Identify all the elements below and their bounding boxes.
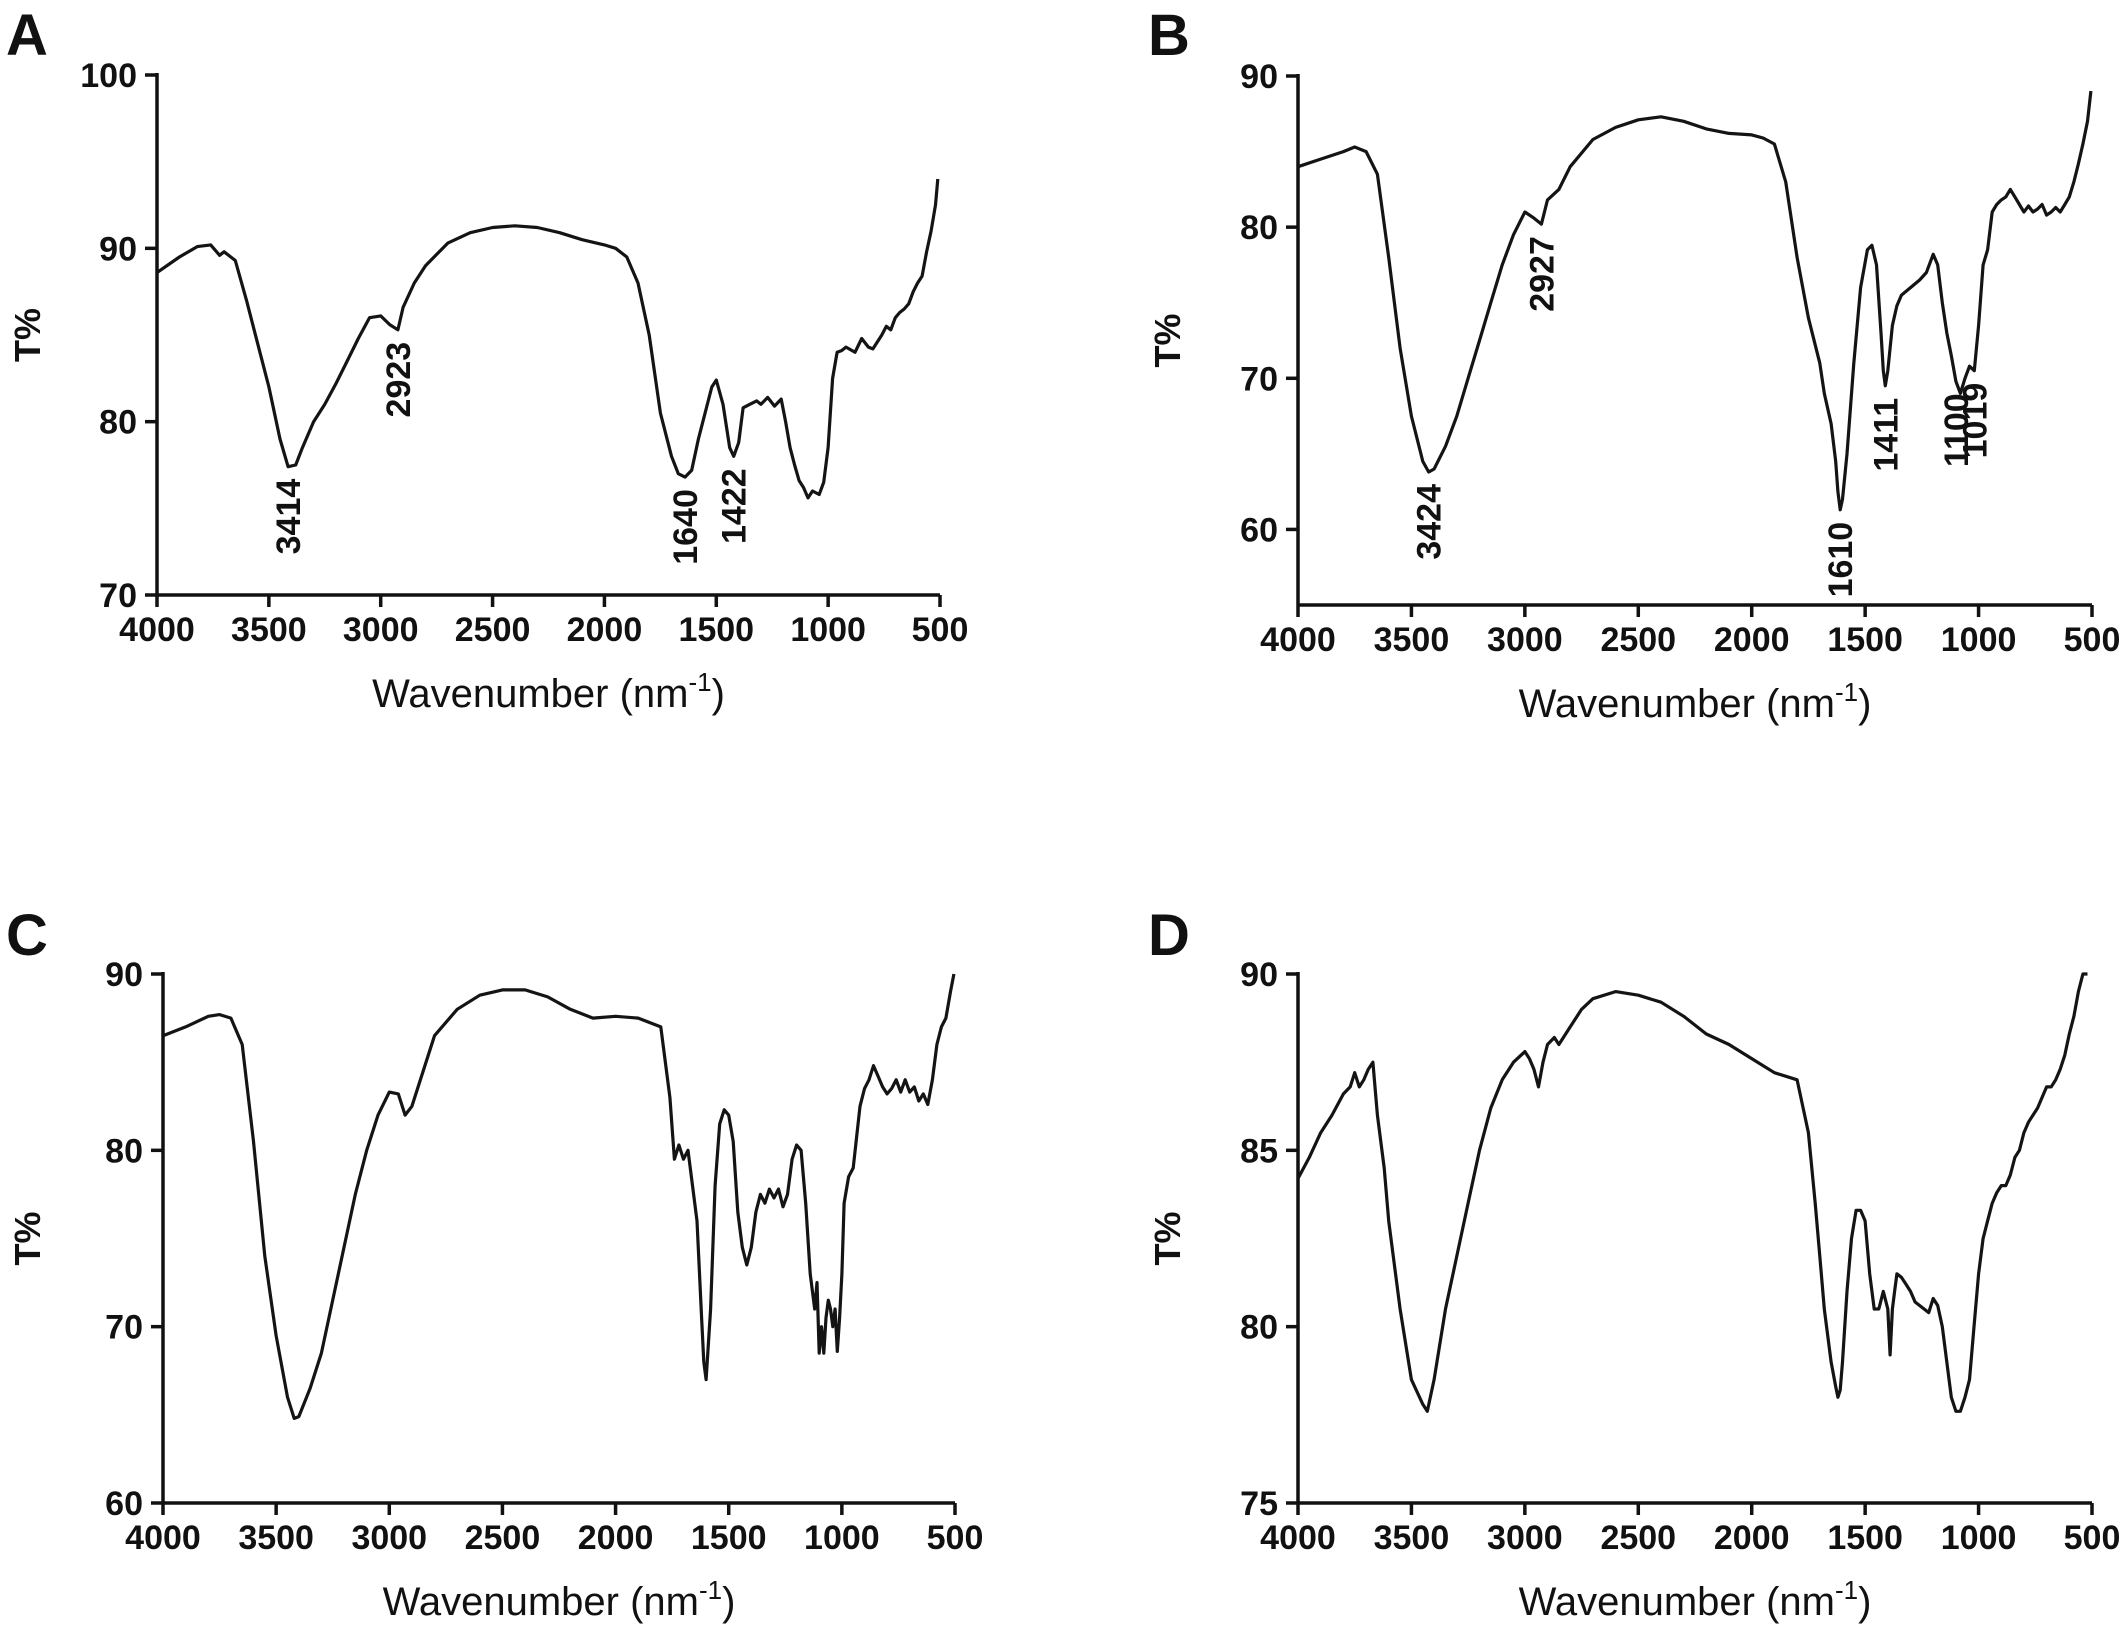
x-tick-label: 1500 <box>678 611 754 649</box>
x-axis-title: Wavenumber (nm-1) <box>372 667 725 716</box>
y-tick-label: 60 <box>105 1485 143 1523</box>
x-tick-label: 500 <box>927 1519 984 1557</box>
spectrum-line <box>156 178 940 500</box>
spectrum-line <box>1296 972 2088 1413</box>
x-axis-title-main: Wavenumber (nm <box>1519 682 1835 726</box>
x-axis-title: Wavenumber (nm-1) <box>1519 677 1872 726</box>
panel-letter: D <box>1148 903 1190 968</box>
x-tick-label: 2500 <box>1600 621 1676 659</box>
panel-b: B 4000 3500 3000 2500 2000 1500 1000 500 60 70 80 90… <box>1147 3 2120 726</box>
x-tick-label: 500 <box>2064 621 2121 659</box>
x-axis-title-close: ) <box>1858 682 1871 726</box>
x-axis-title: Wavenumber (nm-1) <box>1519 1575 1872 1624</box>
y-axis-title: T% <box>1147 1212 1188 1266</box>
x-tick-label: 3000 <box>1487 1519 1563 1557</box>
x-axis-title-superscript: -1 <box>1835 1575 1858 1605</box>
y-tick-label: 90 <box>1240 58 1278 96</box>
x-tick-label: 3500 <box>231 611 307 649</box>
spectrum-line <box>162 973 956 1420</box>
x-tick-label: 2500 <box>455 611 531 649</box>
x-tick-label: 500 <box>2064 1519 2121 1557</box>
x-tick-label: 4000 <box>1260 621 1336 659</box>
x-tick-label: 3000 <box>351 1519 427 1557</box>
x-tick-label: 1000 <box>1941 1519 2017 1557</box>
peak-label: 3424 <box>1411 484 1449 560</box>
peak-label: 1422 <box>716 468 754 544</box>
x-tick-label: 2500 <box>465 1519 541 1557</box>
x-tick-label: 1500 <box>1827 621 1903 659</box>
y-tick-label: 80 <box>105 1132 143 1170</box>
peak-label: 2927 <box>1523 236 1561 312</box>
x-axis-title-close: ) <box>722 1580 735 1624</box>
panel-letter: B <box>1148 3 1190 68</box>
peak-label: 1411 <box>1867 398 1905 472</box>
panel-d: D 4000 3500 3000 2500 2000 1500 1000 500 75 80 85 90… <box>1147 903 2120 1624</box>
y-tick-label: 70 <box>99 577 137 615</box>
x-axis-title-close: ) <box>1858 1580 1871 1624</box>
x-tick-label: 4000 <box>125 1519 201 1557</box>
x-tick-label: 2000 <box>567 611 643 649</box>
x-tick-label: 1000 <box>1941 621 2017 659</box>
x-axis-title-superscript: -1 <box>1835 677 1858 707</box>
y-tick-label: 80 <box>1240 1309 1278 1347</box>
x-tick-label: 3000 <box>1487 621 1563 659</box>
x-tick-label: 3500 <box>1374 621 1450 659</box>
x-axis-title-superscript: -1 <box>688 667 711 697</box>
x-tick-label: 2500 <box>1600 1519 1676 1557</box>
y-tick-label: 60 <box>1240 511 1278 549</box>
panel-c: C 4000 3500 3000 2500 2000 1500 1000 500 60 70 80 90… <box>6 903 983 1624</box>
peak-label: 2923 <box>380 342 418 418</box>
y-tick-label: 75 <box>1240 1485 1278 1523</box>
x-tick-label: 1500 <box>1827 1519 1903 1557</box>
peak-label: 3414 <box>270 479 308 555</box>
x-axis-title-close: ) <box>712 672 725 716</box>
y-tick-label: 80 <box>99 404 137 442</box>
x-tick-label: 3500 <box>238 1519 314 1557</box>
panel-letter: A <box>6 3 48 68</box>
peak-label: 1640 <box>667 489 705 565</box>
x-tick-label: 1500 <box>691 1519 767 1557</box>
y-tick-label: 80 <box>1240 209 1278 247</box>
x-tick-label: 2000 <box>1714 621 1790 659</box>
x-axis-title-main: Wavenumber (nm <box>1519 1580 1835 1624</box>
panel-letter: C <box>6 903 48 968</box>
x-axis-title-main: Wavenumber (nm <box>383 1580 699 1624</box>
peak-label: 1019 <box>1956 383 1994 459</box>
y-axis-title: T% <box>7 1212 48 1266</box>
x-tick-label: 2000 <box>1714 1519 1790 1557</box>
y-tick-label: 85 <box>1240 1132 1278 1170</box>
y-tick-label: 90 <box>1240 956 1278 994</box>
y-tick-label: 70 <box>1240 360 1278 398</box>
x-axis-title-superscript: -1 <box>699 1575 722 1605</box>
y-tick-label: 70 <box>105 1309 143 1347</box>
x-tick-label: 2000 <box>578 1519 654 1557</box>
x-axis-title-main: Wavenumber (nm <box>372 672 688 716</box>
x-tick-label: 3500 <box>1374 1519 1450 1557</box>
x-axis-title: Wavenumber (nm-1) <box>383 1575 736 1624</box>
panel-a: A 4000 3500 3000 2500 2000 1500 1000 500 70 80 90 10… <box>6 3 968 716</box>
spectrum-line <box>1297 90 2093 512</box>
x-tick-label: 3000 <box>343 611 419 649</box>
y-tick-label: 100 <box>80 57 137 95</box>
x-tick-label: 4000 <box>1260 1519 1336 1557</box>
peak-label: 1100 <box>1938 393 1976 467</box>
x-tick-label: 1000 <box>804 1519 880 1557</box>
peak-label: 1610 <box>1822 522 1860 598</box>
x-tick-label: 1000 <box>790 611 866 649</box>
x-tick-label: 4000 <box>119 611 195 649</box>
y-tick-label: 90 <box>105 956 143 994</box>
x-tick-label: 500 <box>912 611 969 649</box>
y-tick-label: 90 <box>99 230 137 268</box>
y-axis-title: T% <box>1147 314 1188 368</box>
y-axis-title: T% <box>7 308 48 362</box>
